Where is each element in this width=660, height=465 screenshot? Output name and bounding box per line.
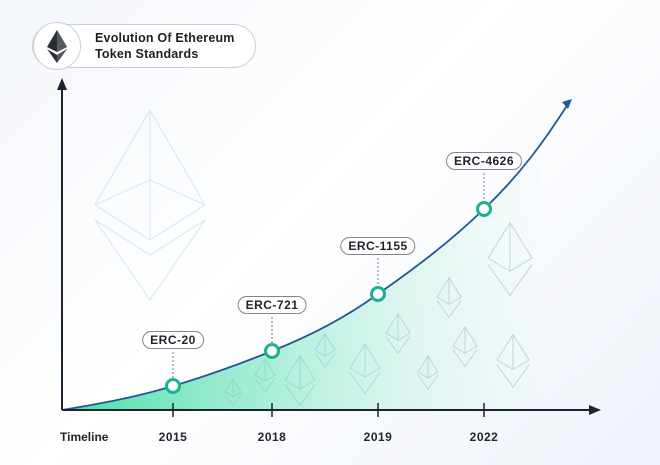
milestone-marker [264, 343, 280, 359]
milestone-marker [165, 378, 181, 394]
standard-label: ERC-721 [237, 296, 307, 314]
standard-label: ERC-1155 [340, 237, 416, 255]
curve-arrowhead [562, 99, 572, 109]
standard-label: ERC-4626 [445, 152, 523, 170]
background-ethereum-watermark [94, 108, 206, 302]
milestone-marker [370, 286, 386, 302]
standard-label: ERC-20 [142, 331, 204, 349]
year-label: 2022 [469, 430, 499, 444]
year-label: 2019 [363, 430, 393, 444]
ethereum-logo [33, 22, 81, 70]
growth-area [62, 150, 540, 410]
year-label: 2015 [158, 430, 188, 444]
ethereum-icon [47, 30, 67, 63]
y-axis-arrow [57, 78, 67, 90]
x-axis-label: Timeline [60, 430, 109, 444]
milestone-marker [476, 201, 492, 217]
x-axis-arrow [589, 405, 601, 415]
title-line-1: Evolution Of Ethereum [95, 31, 235, 45]
page-title: Evolution Of Ethereum Token Standards [95, 30, 235, 62]
year-label: 2018 [257, 430, 287, 444]
title-line-2: Token Standards [95, 47, 199, 61]
